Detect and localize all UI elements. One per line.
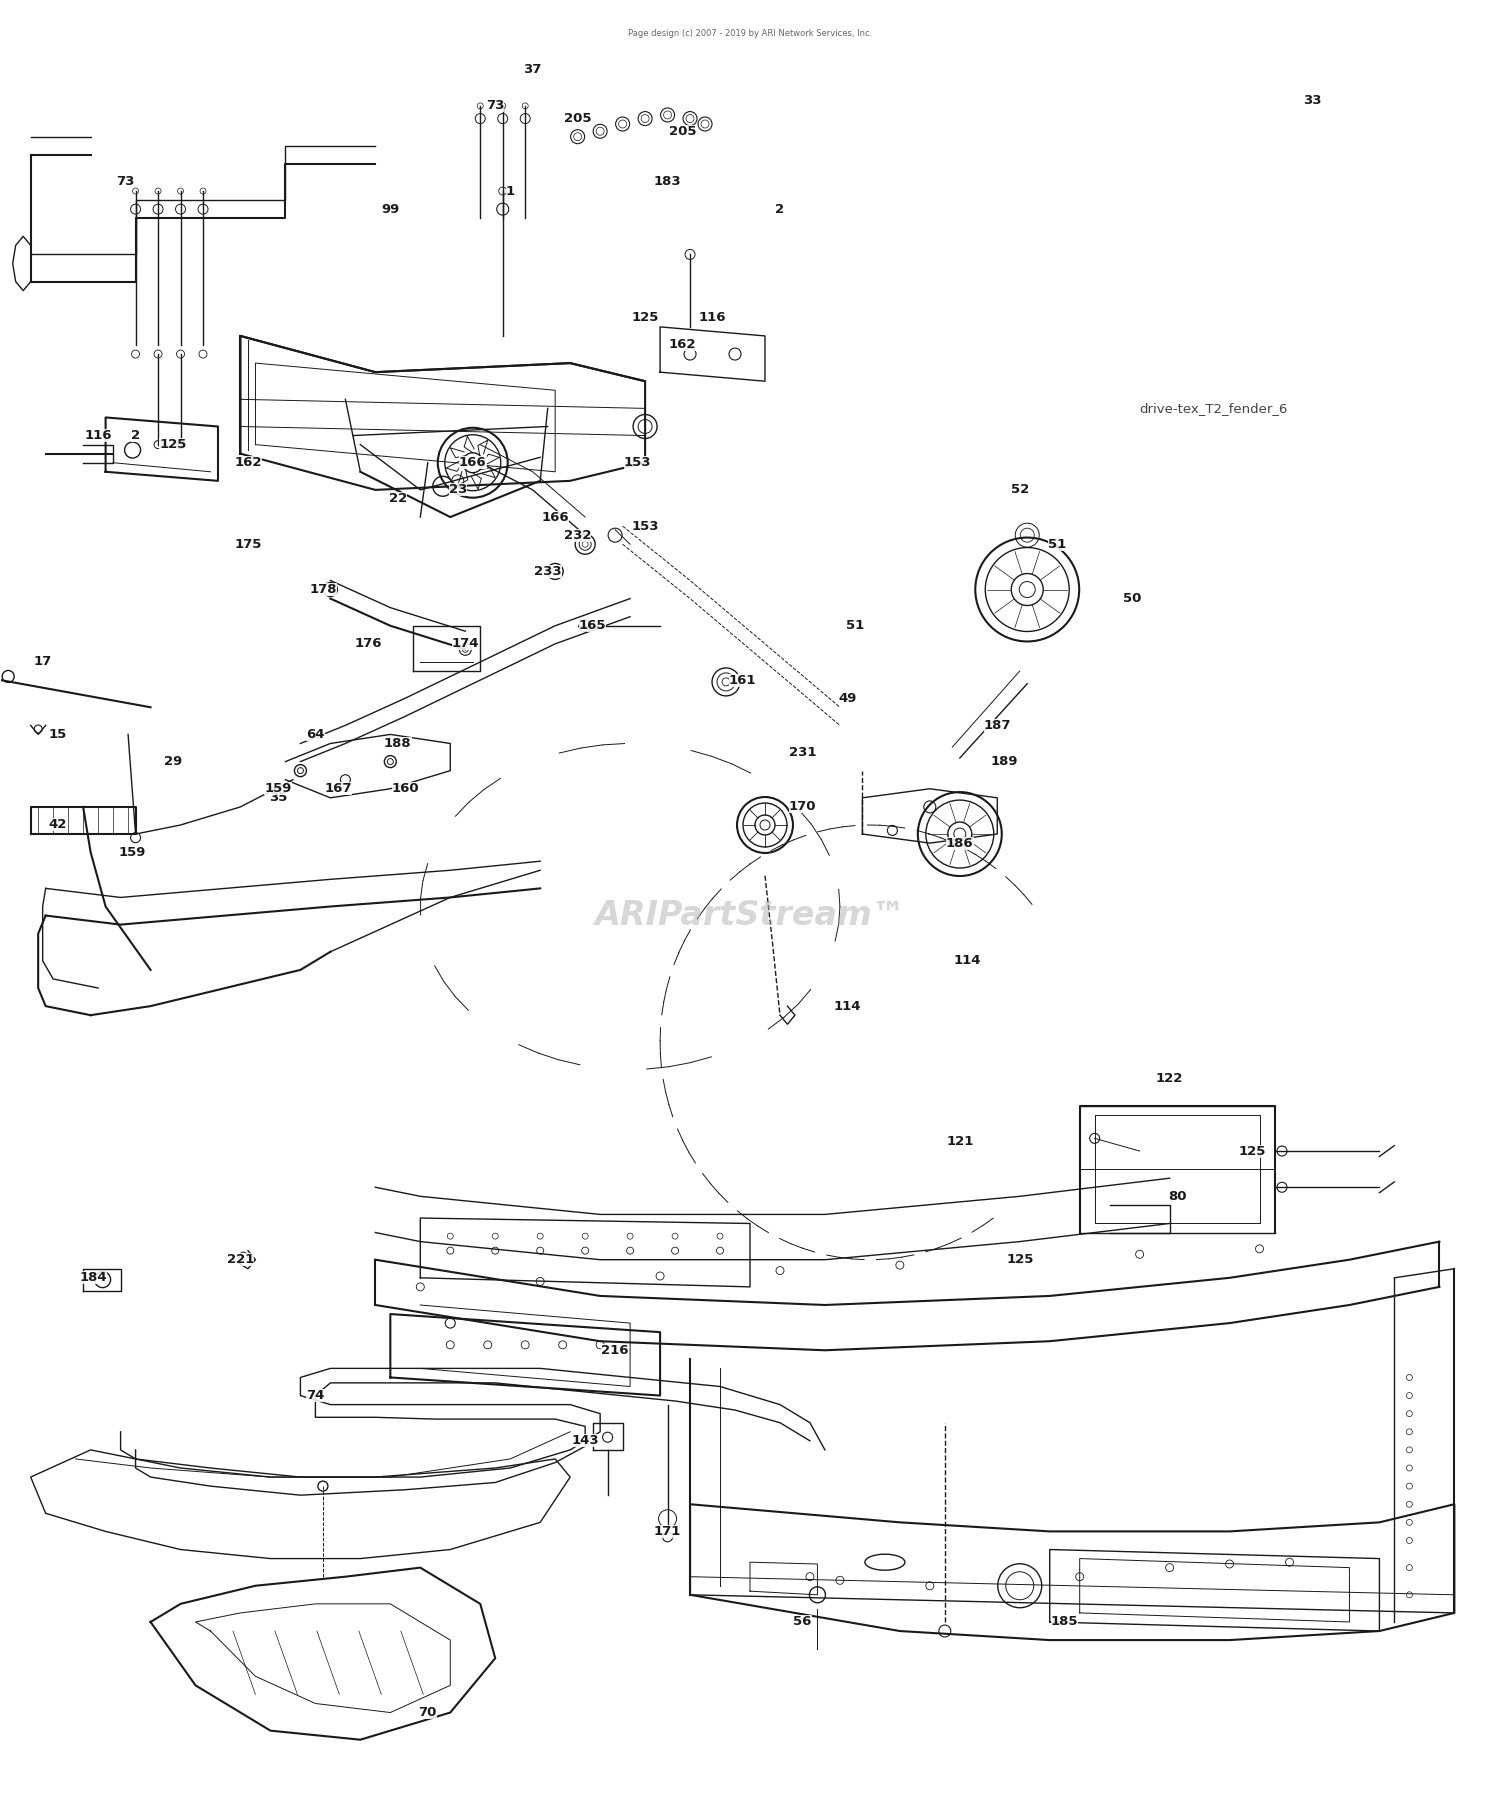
Text: 52: 52: [1011, 484, 1029, 497]
Text: Page design (c) 2007 - 2019 by ARI Network Services, Inc.: Page design (c) 2007 - 2019 by ARI Netwo…: [628, 29, 872, 38]
Text: 162: 162: [234, 457, 261, 470]
Text: 80: 80: [1168, 1189, 1186, 1202]
Circle shape: [464, 453, 483, 473]
Text: 167: 167: [324, 781, 351, 796]
Text: 233: 233: [534, 566, 561, 578]
Text: 185: 185: [1052, 1615, 1078, 1628]
Text: 175: 175: [234, 538, 261, 551]
Text: 166: 166: [459, 457, 486, 470]
Text: drive-tex_T2_fender_6: drive-tex_T2_fender_6: [1140, 402, 1288, 415]
Text: 114: 114: [954, 954, 981, 968]
Text: 189: 189: [992, 754, 1018, 769]
Text: 42: 42: [48, 818, 68, 832]
Text: 23: 23: [448, 484, 466, 497]
Text: 70: 70: [419, 1706, 436, 1719]
Text: 205: 205: [564, 112, 591, 125]
Text: 159: 159: [264, 781, 291, 796]
Text: 99: 99: [381, 203, 399, 216]
Circle shape: [1020, 582, 1035, 598]
Text: 183: 183: [654, 176, 681, 189]
Text: 74: 74: [306, 1389, 324, 1401]
Text: 50: 50: [1124, 593, 1142, 606]
Text: 125: 125: [632, 312, 658, 325]
Text: 171: 171: [654, 1525, 681, 1537]
Text: 125: 125: [1239, 1144, 1266, 1157]
Text: 2: 2: [130, 430, 140, 442]
Text: 114: 114: [834, 999, 861, 1013]
Text: 121: 121: [946, 1135, 974, 1148]
Text: 160: 160: [392, 781, 418, 796]
Text: 184: 184: [80, 1271, 108, 1284]
Text: 187: 187: [984, 720, 1011, 732]
Text: 125: 125: [159, 439, 186, 451]
Circle shape: [954, 829, 966, 839]
Text: 22: 22: [388, 493, 406, 506]
Text: 165: 165: [579, 620, 606, 633]
Text: 37: 37: [524, 63, 542, 76]
Text: 15: 15: [48, 729, 68, 742]
Text: 17: 17: [33, 656, 53, 669]
Text: 231: 231: [789, 745, 816, 760]
Text: 116: 116: [699, 312, 726, 325]
Text: 186: 186: [946, 836, 974, 850]
Text: 153: 153: [632, 520, 658, 533]
Text: 73: 73: [486, 100, 504, 112]
Text: 49: 49: [839, 693, 856, 705]
Text: 33: 33: [1302, 94, 1322, 107]
Text: 116: 116: [84, 430, 112, 442]
Text: 73: 73: [116, 176, 135, 189]
Text: 188: 188: [384, 736, 411, 751]
Text: 166: 166: [542, 511, 568, 524]
Text: 153: 153: [624, 457, 651, 470]
Text: 178: 178: [309, 584, 336, 596]
Text: 221: 221: [226, 1253, 254, 1265]
Text: 162: 162: [669, 339, 696, 352]
Text: 2: 2: [776, 203, 784, 216]
Text: 159: 159: [118, 845, 147, 859]
Text: 174: 174: [452, 638, 478, 651]
Text: 64: 64: [306, 729, 324, 742]
Text: 35: 35: [268, 790, 286, 805]
Text: 29: 29: [164, 754, 182, 769]
Text: 232: 232: [564, 529, 591, 542]
Text: 205: 205: [669, 125, 696, 138]
Text: 122: 122: [1156, 1071, 1184, 1084]
Text: 170: 170: [789, 800, 816, 814]
Text: 125: 125: [1007, 1253, 1034, 1265]
Text: 56: 56: [794, 1615, 812, 1628]
Text: 1: 1: [506, 185, 515, 198]
Text: 143: 143: [572, 1434, 598, 1447]
Text: 51: 51: [846, 620, 864, 633]
Text: 51: 51: [1048, 538, 1066, 551]
Text: 216: 216: [602, 1343, 628, 1356]
Text: 176: 176: [354, 638, 381, 651]
Text: ARIPartStream™: ARIPartStream™: [594, 899, 906, 932]
Text: 161: 161: [729, 674, 756, 687]
